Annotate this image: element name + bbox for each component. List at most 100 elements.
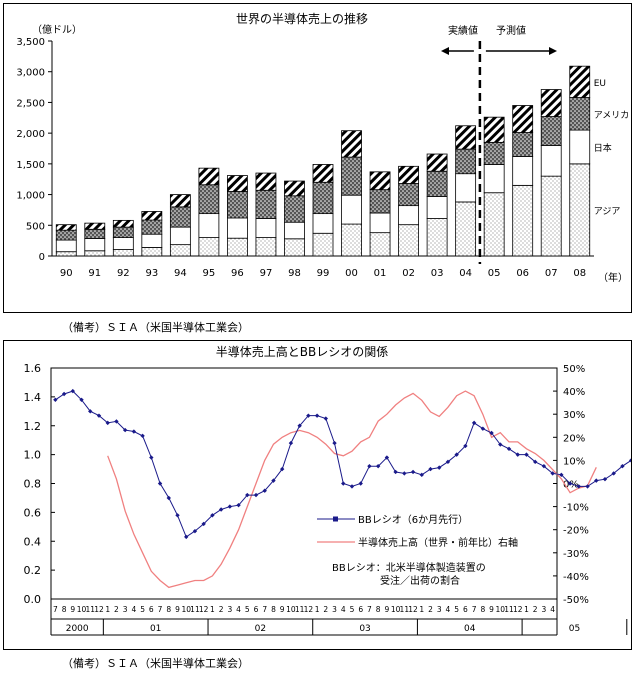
bar-segment-eu	[483, 116, 505, 143]
month-label: 2	[533, 605, 538, 614]
bar-segment-america	[483, 141, 505, 165]
bb-ratio-point	[384, 455, 390, 460]
source-note-2: （備考）ＳＩＡ（米国半導体工業会）	[62, 657, 249, 670]
chart1-x-tick-label: 03	[431, 268, 444, 279]
bb-ratio-chart-panel: 半導体売上高とBBレシオの関係 0.0 0.2 0.4 0.6 0.8 1.0 1.2 1.4…	[3, 340, 637, 650]
month-label: 12	[513, 605, 523, 614]
bar-segment-eu	[455, 125, 477, 150]
bar-segment-japan	[540, 145, 562, 177]
bb-ratio-point	[567, 481, 573, 486]
month-label: 5	[350, 605, 355, 614]
bar-segment-japan	[284, 221, 305, 240]
bar-segment-japan	[55, 239, 77, 253]
bar-segment-eu	[84, 222, 106, 230]
bb-ratio-point	[323, 416, 329, 421]
sales-chart-panel: 世界の半導体売上の推移 （億ドル） （年） 実績値 予測値 0 500 1,000 1…	[3, 3, 632, 313]
month-label: 3	[227, 605, 232, 614]
month-label: 8	[271, 605, 276, 614]
chart2-y-tick-label: 1.6	[24, 362, 42, 375]
bb-ratio-point	[61, 391, 67, 397]
month-label: 12	[94, 605, 104, 614]
chart1-y-tick-label: 3,000	[16, 68, 45, 79]
bar-segment-asia	[198, 237, 220, 257]
chart1-x-tick-label: 98	[288, 268, 301, 279]
month-label: 10	[181, 605, 191, 614]
month-label: 3	[437, 605, 442, 614]
bb-ratio-point	[140, 433, 145, 439]
chart1-y-tick-label: 2,500	[16, 98, 45, 109]
bar-segment-japan	[255, 218, 277, 238]
bar-segment-eu	[55, 224, 77, 231]
chart1-title: 世界の半導体売上の推移	[236, 11, 368, 26]
bar-segment-japan	[312, 213, 334, 234]
bb-ratio-point	[262, 488, 267, 493]
month-label: 8	[376, 605, 381, 614]
bb-ratio-point	[88, 409, 93, 414]
bar-segment-japan	[341, 194, 362, 225]
legend-note-line2: 受注／出荷の割合	[380, 574, 460, 587]
month-label: 7	[262, 605, 267, 614]
bb-ratio-point	[559, 472, 564, 478]
bar-segment-japan	[455, 173, 477, 203]
chart1-x-tick-label: 90	[60, 268, 73, 279]
bar-segment-america	[341, 156, 362, 196]
bb-ratio-line	[55, 390, 637, 538]
month-label: 3	[123, 605, 128, 614]
chart2-y-tick-label: 1.4	[24, 391, 42, 404]
bb-ratio-point	[410, 469, 416, 475]
month-label: 10	[391, 605, 401, 614]
series-label-eu: EU	[594, 79, 606, 89]
bar-segment-eu	[255, 172, 277, 191]
bar-segment-japan	[227, 217, 248, 239]
chart1-x-tick-label: 02	[402, 268, 415, 279]
bar-segment-america	[84, 228, 106, 239]
bb-ratio-point	[585, 484, 590, 489]
month-label: 11	[85, 605, 95, 614]
chart1-x-tick-label: 05	[488, 268, 501, 279]
chart2-y2-tick-label: 50%	[563, 364, 585, 375]
bb-ratio-point	[279, 466, 285, 472]
bar-segment-america	[284, 195, 305, 223]
bb-ratio-point	[131, 429, 137, 434]
month-label: 3	[332, 605, 337, 614]
bb-ratio-point	[445, 459, 451, 465]
bb-ratio-point	[594, 478, 599, 483]
chart2-y-tick-label: 0.8	[24, 478, 42, 491]
bb-ratio-point	[506, 446, 512, 452]
bar-segment-america	[55, 229, 77, 241]
month-label: 8	[166, 605, 171, 614]
bb-ratio-point	[149, 455, 154, 460]
chart2-y2-tick-label: 0%	[563, 480, 579, 491]
bar-segment-asia	[284, 238, 305, 257]
bb-ratio-point	[297, 423, 302, 428]
bar-segment-america	[198, 184, 220, 215]
chart1-x-tick-label: 92	[117, 268, 130, 279]
bb-ratio-point	[157, 481, 163, 486]
chart1-x-tick-label: 93	[145, 268, 158, 279]
month-label: 8	[480, 605, 485, 614]
bb-ratio-point	[53, 397, 58, 402]
bar-segment-japan	[483, 164, 505, 194]
bar-segment-japan	[369, 212, 391, 234]
chart1-y-tick-label: 1,500	[16, 160, 45, 171]
chart2-y-tick-label: 1.2	[24, 420, 42, 433]
bb-ratio-point	[463, 443, 468, 449]
chart1-x-tick-label: 99	[317, 268, 330, 279]
month-label: 12	[199, 605, 209, 614]
chart1-x-tick-label: 06	[516, 268, 529, 279]
bar-segment-asia	[341, 223, 362, 257]
month-label: 5	[454, 605, 459, 614]
bar-segment-america	[141, 219, 163, 235]
month-label: 10	[77, 605, 87, 614]
bb-ratio-point	[358, 481, 363, 486]
bar-segment-america	[455, 148, 477, 175]
bb-ratio-point	[367, 463, 372, 469]
bar-segment-japan	[512, 156, 534, 186]
year-label: 03	[359, 624, 370, 634]
sales-stacked-bar-chart: 世界の半導体売上の推移 （億ドル） （年） 実績値 予測値 05001,0001…	[16, 11, 629, 284]
annotation-forecast: 予測値	[496, 24, 526, 37]
bb-ratio-point	[349, 484, 355, 489]
chart1-x-tick-label: 00	[345, 268, 358, 279]
bar-segment-asia	[569, 163, 591, 257]
bb-ratio-point	[271, 478, 276, 483]
